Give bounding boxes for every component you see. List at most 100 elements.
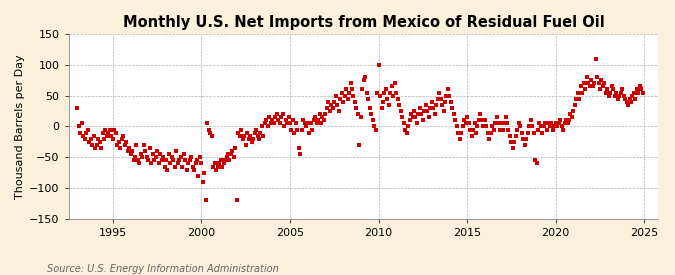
Point [192,158,202,163]
Point [217,164,227,169]
Point [369,124,379,129]
Point [487,124,497,129]
Point [540,121,551,126]
Point [112,143,123,147]
Point [169,164,180,169]
Point [177,164,188,169]
Point [165,161,176,166]
Point [614,94,624,98]
Point [84,140,95,144]
Point [122,149,133,153]
Point [72,106,83,110]
Point [586,78,597,82]
Title: Monthly U.S. Net Imports from Mexico of Residual Fuel Oil: Monthly U.S. Net Imports from Mexico of … [123,15,604,30]
Point [203,127,214,132]
Point [510,133,521,138]
Point [232,198,242,203]
Point [377,100,388,104]
Point [301,124,312,129]
Point [159,164,170,169]
Point [568,109,579,113]
Point [311,121,322,126]
Point [606,84,617,89]
Point [465,127,476,132]
Point [525,118,536,122]
Point [224,158,235,163]
Point [622,103,633,107]
Point [345,81,356,86]
Point [483,130,493,135]
Point [143,158,154,163]
Point [90,146,101,150]
Point [608,87,619,92]
Point [388,94,399,98]
Point [279,124,290,129]
Point [86,143,97,147]
Point [610,94,620,98]
Point [182,167,192,172]
Point [514,121,524,126]
Point [599,81,610,86]
Point [500,115,511,119]
Point [414,106,425,110]
Point [574,97,585,101]
Text: Source: U.S. Energy Information Administration: Source: U.S. Energy Information Administ… [47,264,279,274]
Point [107,137,118,141]
Point [225,152,236,156]
Point [422,109,433,113]
Y-axis label: Thousand Barrels per Day: Thousand Barrels per Day [15,54,25,199]
Point [209,161,220,166]
Point [329,100,340,104]
Point [76,121,87,126]
Point [180,158,190,163]
Point [580,87,591,92]
Point [372,90,383,95]
Point [115,146,126,150]
Point [429,112,440,116]
Point [305,121,316,126]
Point [376,106,387,110]
Point [370,127,381,132]
Point [258,133,269,138]
Point [398,121,409,126]
Point [194,155,205,160]
Point [227,149,238,153]
Point [289,130,300,135]
Point [585,84,595,89]
Point [134,161,145,166]
Point [611,90,622,95]
Point [397,115,408,119]
Point [495,121,506,126]
Point [617,87,628,92]
Point [174,158,185,163]
Point [254,137,265,141]
Point [313,118,323,122]
Point [242,130,252,135]
Point [435,97,446,101]
Point [111,130,122,135]
Point [162,167,173,172]
Point [261,118,272,122]
Point [441,94,452,98]
Point [466,133,477,138]
Point [505,133,516,138]
Point [290,121,301,126]
Point [320,112,331,116]
Point [605,90,616,95]
Point [416,112,427,116]
Point [132,158,143,163]
Point [351,106,362,110]
Point [310,115,321,119]
Point [417,118,428,122]
Point [119,143,130,147]
Point [576,84,587,89]
Point [626,100,637,104]
Point [113,140,124,144]
Point [298,118,308,122]
Point [250,127,261,132]
Point [304,130,315,135]
Point [427,100,437,104]
Point [485,130,496,135]
Point [85,137,96,141]
Point [499,121,510,126]
